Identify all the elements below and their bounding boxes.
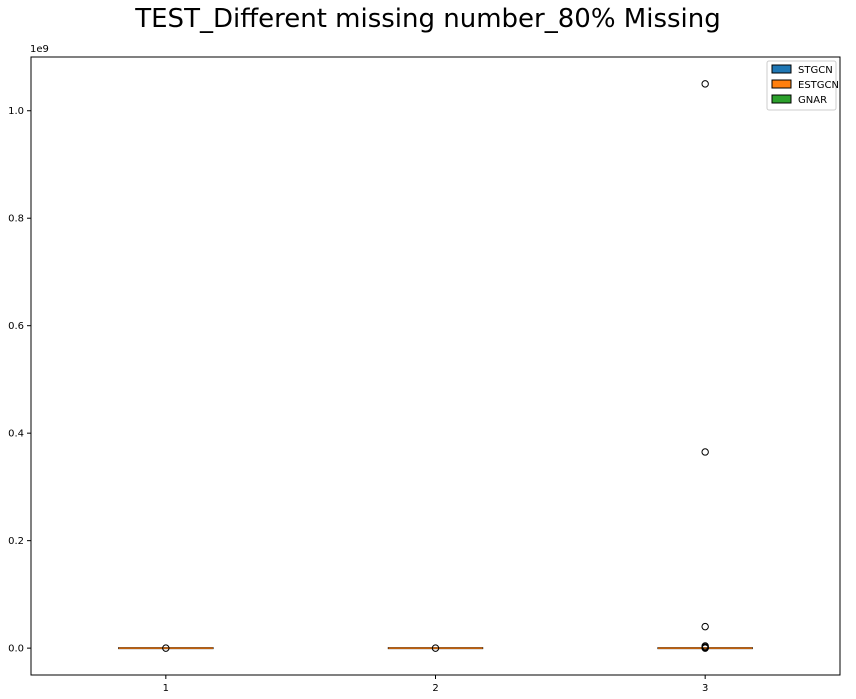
- plot-area: [30, 56, 841, 676]
- legend-swatch-gnar: [771, 94, 792, 104]
- y-tick-label: 0.2: [8, 536, 24, 547]
- x-axis: 1 2 3: [163, 675, 708, 694]
- outlier-point: [701, 622, 709, 631]
- x-tick-label: 3: [702, 683, 708, 694]
- outlier-point: [701, 642, 709, 650]
- legend-swatch-estgcn: [771, 79, 792, 89]
- y-tick-label: 1.0: [8, 106, 24, 117]
- outlier-point: [701, 448, 709, 456]
- x-tick-label: 2: [432, 683, 438, 694]
- outlier-point: [701, 80, 709, 88]
- y-tick-label: 0.6: [8, 321, 24, 332]
- legend-label-stgcn: STGCN: [798, 65, 833, 76]
- legend-swatch-stgcn: [771, 64, 792, 74]
- y-offset-label: 1e9: [30, 44, 49, 55]
- y-axis: 0.0 0.2 0.4 0.6 0.8 1.0: [8, 106, 31, 655]
- y-tick-label: 0.8: [8, 214, 24, 225]
- y-tick-label: 0.4: [8, 429, 24, 440]
- legend: STGCN ESTGCN GNAR: [766, 60, 839, 111]
- legend-label-gnar: GNAR: [798, 95, 827, 106]
- chart-title: TEST_Different missing number_80% Missin…: [134, 4, 721, 34]
- outlier-point: [162, 644, 170, 652]
- outlier-point: [431, 644, 440, 652]
- box-series: [118, 80, 753, 652]
- y-tick-label: 0.0: [8, 644, 24, 655]
- x-tick-label: 1: [163, 683, 169, 694]
- legend-label-estgcn: ESTGCN: [798, 80, 839, 91]
